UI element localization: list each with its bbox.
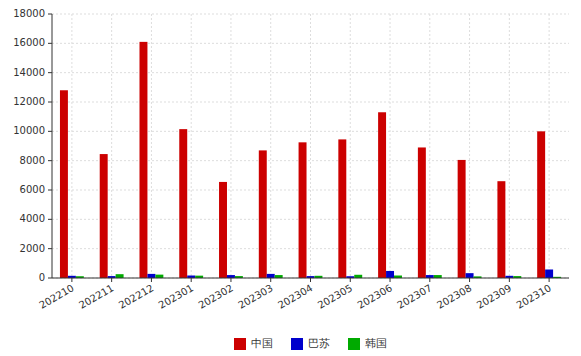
legend-label: 韩国 <box>365 337 387 350</box>
bar <box>545 269 553 278</box>
x-tick-label: 202308 <box>435 282 474 311</box>
bar <box>116 274 124 278</box>
y-tick-label: 10000 <box>13 125 45 136</box>
bar <box>139 42 147 278</box>
legend: 中国 巴苏 韩国 <box>234 337 387 350</box>
x-tick-label: 202310 <box>515 282 554 311</box>
x-tick <box>151 278 152 282</box>
y-tick <box>48 43 52 44</box>
chart: 0 2000 4000 6000 8000 10000 12000 14000 16000 180… <box>0 0 581 356</box>
grid-line <box>151 14 152 278</box>
x-tick-label: 202210 <box>37 282 76 311</box>
y-tick <box>48 219 52 220</box>
x-tick <box>111 278 112 282</box>
legend-label: 巴苏 <box>308 337 330 350</box>
y-tick-label: 16000 <box>13 37 45 48</box>
bars <box>60 42 561 278</box>
x-tick <box>310 278 311 282</box>
grid-line <box>191 14 192 278</box>
grid <box>52 14 569 278</box>
bar <box>267 274 275 278</box>
bar <box>179 129 187 278</box>
grid-line <box>52 160 569 161</box>
grid-line <box>549 14 550 278</box>
bar <box>378 112 386 278</box>
x-tick <box>230 278 231 282</box>
y-tick <box>48 278 52 279</box>
bar <box>299 142 307 278</box>
x-tick-label: 202305 <box>316 282 355 311</box>
grid-line <box>111 14 112 278</box>
y-tick-label: 6000 <box>20 184 45 195</box>
x-tick-label: 202309 <box>475 282 514 311</box>
y-tick-label: 0 <box>39 272 45 283</box>
y-tick <box>48 72 52 73</box>
x-tick <box>350 278 351 282</box>
grid-line <box>350 14 351 278</box>
grid-line <box>310 14 311 278</box>
x-tick-label: 202211 <box>77 282 116 311</box>
bar <box>497 181 505 278</box>
x-tick <box>509 278 510 282</box>
y-tick <box>48 160 52 161</box>
x-tick <box>429 278 430 282</box>
y-tick <box>48 190 52 191</box>
bar <box>537 131 545 278</box>
legend-swatch <box>348 338 360 350</box>
legend-label: 中国 <box>251 337 273 350</box>
grid-line <box>429 14 430 278</box>
x-tick-label: 202304 <box>276 282 315 311</box>
x-tick-label: 202307 <box>395 282 434 311</box>
y-tick <box>48 248 52 249</box>
bar <box>338 139 346 278</box>
bar <box>458 160 466 278</box>
bar <box>386 271 394 278</box>
y-tick-label: 4000 <box>20 213 45 224</box>
x-tick <box>549 278 550 282</box>
grid-line <box>230 14 231 278</box>
y-axis-line <box>52 14 53 278</box>
grid-line <box>390 14 391 278</box>
y-tick <box>48 14 52 15</box>
y-tick <box>48 131 52 132</box>
y-tick-label: 18000 <box>13 8 45 19</box>
x-tick <box>71 278 72 282</box>
bar <box>219 182 227 278</box>
x-tick-label: 202212 <box>117 282 156 311</box>
y-tick-label: 8000 <box>20 155 45 166</box>
grid-line <box>52 72 569 73</box>
bar <box>60 90 68 278</box>
grid-line <box>71 14 72 278</box>
bar <box>100 154 108 278</box>
x-tick <box>469 278 470 282</box>
bar <box>259 150 267 278</box>
grid-line <box>270 14 271 278</box>
axes: 0 2000 4000 6000 8000 10000 12000 14000 16000 180… <box>13 8 569 311</box>
y-tick-label: 14000 <box>13 67 45 78</box>
x-tick <box>390 278 391 282</box>
bar <box>418 147 426 278</box>
y-tick-label: 12000 <box>13 96 45 107</box>
bar <box>155 275 163 278</box>
x-tick <box>191 278 192 282</box>
x-tick-label: 202303 <box>236 282 275 311</box>
x-tick-label: 202302 <box>196 282 235 311</box>
y-tick-label: 2000 <box>20 243 45 254</box>
x-tick-label: 202306 <box>355 282 394 311</box>
x-tick <box>270 278 271 282</box>
legend-swatch <box>234 338 246 350</box>
grid-line <box>509 14 510 278</box>
x-tick-label: 202301 <box>157 282 196 311</box>
bar <box>147 274 155 278</box>
legend-swatch <box>291 338 303 350</box>
bar <box>466 273 474 278</box>
y-tick <box>48 102 52 103</box>
grid-line <box>52 248 569 249</box>
grid-line <box>469 14 470 278</box>
